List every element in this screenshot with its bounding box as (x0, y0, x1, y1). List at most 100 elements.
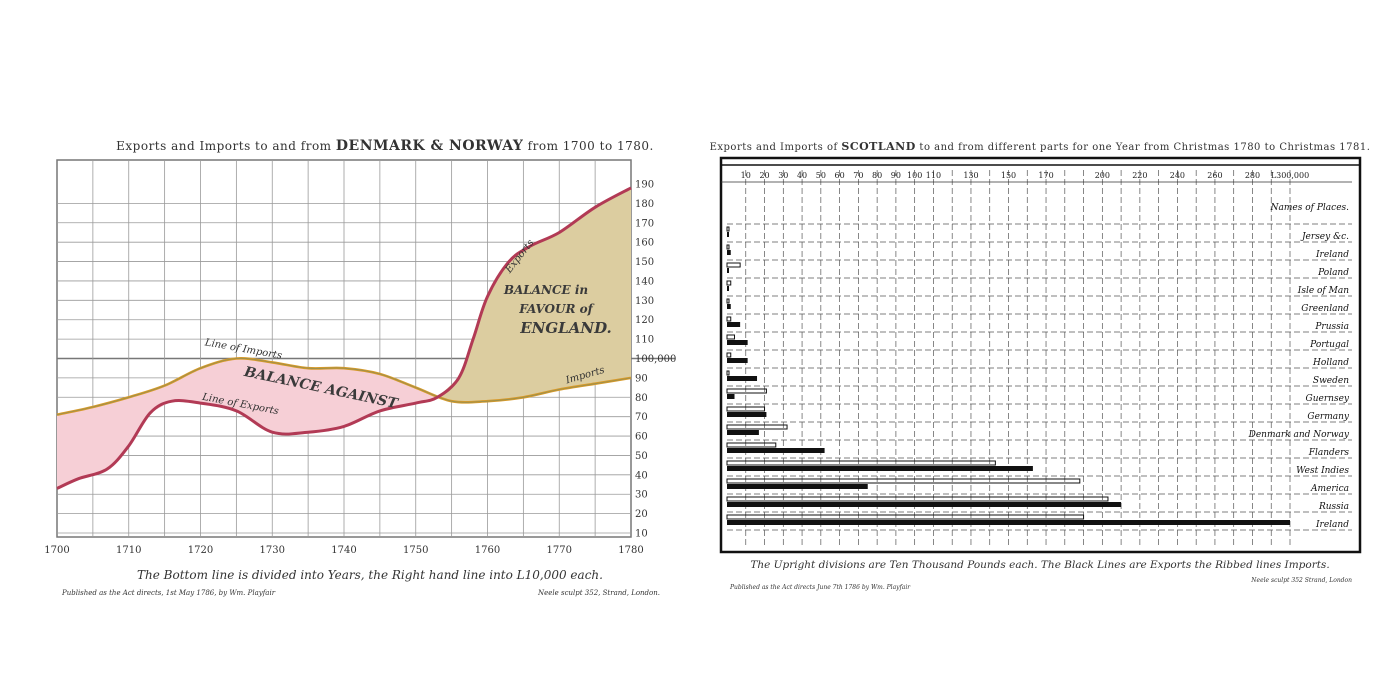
chart2-imports-bar (726, 262, 741, 268)
chart2-caption: The Upright divisions are Ten Thousand P… (750, 559, 1329, 571)
chart2-exports-bar (727, 340, 748, 345)
chart2-imports-bar (726, 370, 730, 376)
chart2-imports-bar (726, 460, 996, 466)
chart1-x-tick-label: 1720 (188, 545, 213, 556)
chart2-footer-left: Published as the Act directs June 7th 17… (729, 584, 911, 591)
chart1-x-tick-label: 1760 (475, 545, 500, 556)
chart2-imports-bar (726, 478, 1081, 484)
chart1-x-tick-label: 1710 (116, 545, 141, 556)
chart1-x-tick-label: 1700 (44, 545, 69, 556)
chart1-y-tick-label: 190 (635, 180, 654, 191)
chart1-imports-line-shade (56, 357, 632, 416)
chart2-x-tick-label: 30 (778, 171, 788, 180)
chart2-imports-bar (726, 388, 767, 394)
chart2-x-tick-label: 10 (741, 171, 751, 180)
chart2-title: Exports and Imports of SCOTLAND to and f… (710, 140, 1371, 153)
chart1-y-tick-label: 130 (635, 296, 654, 307)
chart1-y-tick-label: 150 (635, 257, 654, 268)
chart2-x-tick-label: 220 (1132, 171, 1147, 180)
chart1-y-tick-label: 120 (635, 315, 654, 326)
chart1-x-tick-label: 1780 (618, 545, 643, 556)
chart1-y-tick-label: 60 (635, 432, 648, 443)
chart1-y-tick-label: 70 (635, 412, 648, 423)
chart2-imports-bar (726, 496, 1109, 502)
chart2-imports-bar (726, 514, 1085, 520)
chart2-imports-bar (726, 316, 732, 322)
chart1-y-tick-label: 160 (635, 238, 654, 249)
chart2-exports-bar (727, 430, 759, 435)
chart2-exports-bar (727, 358, 748, 363)
denmark-norway-trade-chart: Exports and Imports to and from DENMARK … (44, 138, 676, 597)
chart2-exports-bar (727, 376, 758, 381)
chart1-exports-line (56, 186, 632, 490)
chart2-x-tick-label: 20 (759, 171, 769, 180)
chart2-exports-bar (727, 412, 767, 417)
chart1-balance-favour-label-2: FAVOUR of (518, 302, 594, 316)
chart2-place-label: Ireland (1315, 250, 1349, 260)
chart1-y-tick-label: 80 (635, 393, 648, 404)
chart1-balance-favour-label-1: BALANCE in (503, 283, 588, 297)
chart1-title-part-1: Exports and Imports to and from (116, 139, 336, 153)
chart1-balance-favour-area (440, 187, 631, 402)
chart2-exports-bar (727, 268, 729, 273)
chart2-exports-bar (727, 250, 731, 255)
chart2-x-tick-label: 200 (1095, 171, 1110, 180)
chart2-title-part-3: to and from different parts for one Year… (916, 142, 1371, 153)
chart2-exports-bar (727, 394, 735, 399)
chart2-imports-bar (726, 406, 766, 412)
chart2-exports-bar (727, 466, 1033, 471)
chart1-y-tick-label: 110 (635, 335, 654, 346)
chart2-place-label: Isle of Man (1297, 286, 1349, 296)
chart2-x-tick-label: L300,000 (1271, 171, 1309, 180)
chart2-place-label: Holland (1312, 358, 1349, 368)
chart2-exports-bar (727, 448, 825, 453)
chart2-exports-bar (727, 322, 741, 327)
chart2-x-tick-label: 90 (891, 171, 901, 180)
chart2-x-tick-label: 170 (1038, 171, 1053, 180)
chart2-x-tick-label: 50 (816, 171, 826, 180)
chart2-place-label: Ireland (1315, 520, 1349, 530)
chart2-place-label: Jersey &c. (1300, 232, 1349, 242)
chart1-caption: The Bottom line is divided into Years, t… (137, 568, 603, 582)
chart2-x-tick-label: 60 (835, 171, 845, 180)
chart2-x-tick-label: 150 (1001, 171, 1016, 180)
chart1-y-tick-label: 90 (635, 373, 648, 384)
chart2-place-label: Germany (1307, 412, 1350, 422)
chart1-x-tick-label: 1730 (260, 545, 285, 556)
chart1-y-tick-label: 30 (635, 490, 648, 501)
chart2-place-label: Poland (1317, 268, 1349, 278)
chart2-place-label: Guernsey (1306, 394, 1350, 404)
chart1-tick-labels: 1700 1710 1720 1730 1740 1750 1760 1770 1780 10 20… (44, 180, 676, 557)
chart2-place-label: Flanders (1308, 448, 1350, 458)
chart1-y-tick-label: 20 (635, 509, 648, 520)
chart2-place-label: America (1310, 484, 1349, 494)
chart1-series-lines (56, 186, 632, 490)
chart2-x-tick-label: 80 (872, 171, 882, 180)
chart2-grid (721, 170, 1352, 545)
chart2-x-tick-label: 260 (1207, 171, 1222, 180)
chart2-title-part-1: Exports and Imports of (710, 142, 842, 153)
chart1-footer-left: Published as the Act directs, 1st May 17… (61, 589, 276, 597)
chart2-place-labels: Jersey &c. Ireland Poland Isle of Man Greenl… (1248, 232, 1350, 530)
chart1-title-part-3: from 1700 to 1780. (523, 139, 653, 153)
chart2-x-tick-label: 100 (907, 171, 922, 180)
chart2-bars (726, 226, 1290, 525)
chart2-exports-bar (727, 232, 729, 237)
chart2-frame (719, 156, 1362, 554)
chart2-place-label: Denmark and Norway (1248, 430, 1350, 440)
chart2-x-tick-label: 70 (853, 171, 863, 180)
chart2-imports-bar (726, 442, 777, 448)
chart2-exports-bar (727, 286, 729, 291)
chart1-title: Exports and Imports to and from DENMARK … (116, 138, 654, 154)
chart2-place-label: West Indies (1296, 466, 1349, 476)
chart2-imports-bar (726, 226, 730, 232)
chart1-y-tick-label: 50 (635, 451, 648, 462)
chart1-x-tick-label: 1770 (547, 545, 572, 556)
chart2-place-label: Sweden (1313, 376, 1349, 386)
chart1-x-tick-label: 1740 (331, 545, 356, 556)
chart2-imports-bar (726, 334, 736, 340)
chart2-x-tick-label: 110 (926, 171, 941, 180)
chart2-imports-bar (726, 424, 788, 430)
chart2-imports-bar (726, 244, 730, 250)
chart2-imports-bar (726, 298, 730, 304)
